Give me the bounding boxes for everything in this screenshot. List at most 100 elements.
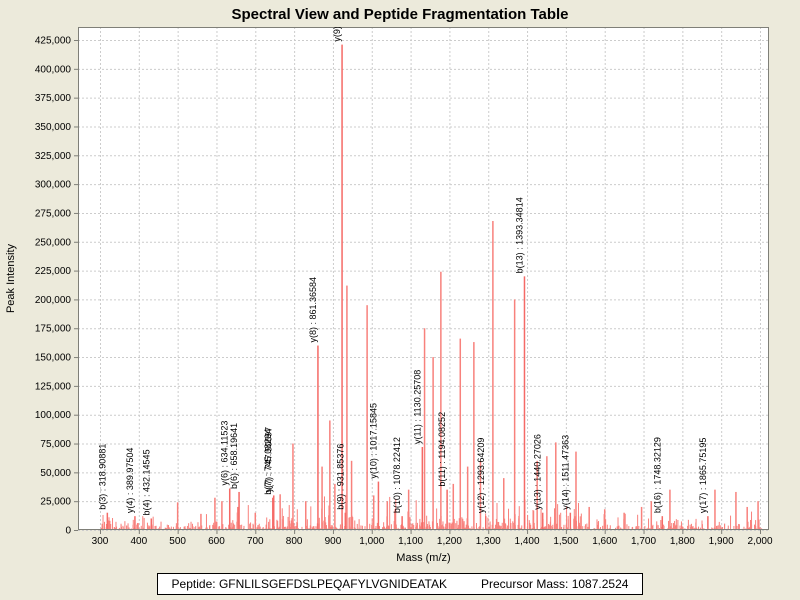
- spectrum-peak: [192, 526, 194, 530]
- spectrum-peak: [250, 522, 252, 530]
- spectrum-peak: [635, 526, 637, 530]
- spectrum-peak: [190, 521, 192, 530]
- peak-annotation: y(14) : 1511.47363: [560, 435, 570, 510]
- spectrum-peak: [668, 520, 670, 530]
- spectrum-peak: [383, 522, 385, 530]
- spectrum-peak: [102, 514, 104, 530]
- spectrum-chart[interactable]: 300 400 500 600 700 800 900 1,000 1,100 1,200 1,30…: [0, 0, 800, 566]
- spectrum-peak: [557, 504, 559, 530]
- spectrum-peak: [395, 499, 397, 530]
- spectrum-peak: [364, 526, 366, 530]
- spectrum-peak: [265, 524, 267, 530]
- spectrum-peak: [648, 518, 650, 530]
- spectrum-peak: [586, 523, 588, 530]
- peak-annotation: y(9) :: [332, 21, 342, 42]
- spectrum-peak: [221, 501, 223, 530]
- spectrum-peak: [249, 523, 251, 530]
- spectrum-peak: [166, 524, 168, 530]
- spectrum-peak: [421, 446, 424, 530]
- spectrum-peak: [268, 526, 270, 530]
- spectrum-peak: [146, 522, 148, 530]
- spectrum-peak: [361, 525, 363, 530]
- spectrum-peak: [310, 506, 312, 530]
- spectrum-peak: [532, 527, 534, 530]
- spectrum-peak: [738, 524, 740, 530]
- spectrum-peak: [423, 328, 426, 530]
- spectrum-peak: [415, 500, 417, 530]
- spectrum-peak: [436, 508, 438, 530]
- spectrum-peak: [582, 526, 584, 530]
- spectrum-peak: [575, 451, 577, 530]
- spectrum-peak: [412, 523, 414, 530]
- spectrum-peak: [640, 506, 643, 530]
- spectrum-peak: [680, 521, 682, 530]
- spectrum-peak: [605, 519, 607, 530]
- spectrum-peak: [321, 466, 323, 530]
- spectrum-peak: [108, 520, 111, 530]
- spectrum-peak: [479, 526, 481, 530]
- spectrum-peak: [197, 527, 199, 530]
- spectrum-peak: [285, 526, 287, 530]
- x-tick-label: 700: [247, 536, 264, 547]
- spectrum-peak: [403, 527, 405, 530]
- spectrum-peak: [401, 516, 403, 530]
- spectrum-peak: [682, 527, 684, 530]
- spectrum-peak: [458, 518, 460, 530]
- spectrum-peak: [176, 502, 179, 530]
- spectrum-peak: [656, 526, 657, 530]
- spectrum-peak: [609, 525, 611, 530]
- plot-area[interactable]: [78, 27, 769, 530]
- spectrum-peak: [521, 525, 523, 530]
- spectrum-peak: [637, 514, 639, 530]
- spectrum-peak: [332, 525, 334, 530]
- peak-annotation: y(7) : 747.50697: [264, 427, 274, 493]
- spectrum-peak: [168, 527, 170, 530]
- spectrum-peak: [751, 511, 753, 530]
- spectrum-peak: [513, 299, 516, 530]
- spectrum-peak: [266, 517, 268, 530]
- x-tick-label: 400: [130, 536, 147, 547]
- spectrum-peak: [532, 509, 534, 530]
- spectrum-peak: [451, 522, 453, 530]
- spectrum-peak: [452, 483, 455, 530]
- spectrum-peak: [148, 525, 150, 530]
- spectrum-peak: [276, 519, 278, 530]
- spectrum-peak: [616, 526, 618, 530]
- spectrum-peak: [699, 527, 701, 530]
- spectrum-peak: [550, 525, 552, 530]
- spectrum-peak: [214, 497, 216, 530]
- y-tick-label: 75,000: [40, 439, 71, 450]
- spectrum-peak: [567, 519, 569, 530]
- spectrum-peak: [527, 514, 529, 530]
- spectrum-peak: [360, 525, 362, 530]
- spectrum-peak: [126, 525, 128, 530]
- spectrum-peak: [305, 501, 307, 530]
- spectrum-peak: [578, 524, 580, 530]
- spectrum-peak: [550, 516, 552, 530]
- spectrum-peak: [206, 527, 208, 530]
- spectrum-peak: [216, 521, 218, 530]
- spectrum-peak: [707, 516, 709, 530]
- spectrum-peak: [213, 526, 215, 530]
- spectrum-peak: [390, 524, 392, 530]
- spectrum-peak: [101, 523, 103, 530]
- spectrum-peak: [650, 501, 653, 530]
- spectrum-peak: [520, 527, 522, 530]
- spectrum-peak: [112, 518, 114, 530]
- spectrum-peak: [618, 525, 620, 530]
- x-tick-label: 500: [169, 536, 186, 547]
- x-tick-label: 1,100: [398, 536, 423, 547]
- spectrum-peak: [439, 518, 441, 530]
- spectrum-peak: [107, 520, 109, 530]
- spectrum-peak: [425, 526, 427, 530]
- spectrum-peak: [755, 520, 757, 530]
- spectrum-peak: [675, 525, 677, 530]
- spectrum-peak: [195, 525, 197, 530]
- spectrum-peak: [453, 518, 455, 530]
- spectrum-peak: [512, 521, 514, 530]
- y-tick-label: 225,000: [35, 266, 72, 277]
- spectrum-peak: [272, 497, 274, 530]
- spectrum-peak: [289, 526, 291, 530]
- spectrum-peak: [465, 524, 467, 530]
- spectrum-peak: [473, 342, 475, 530]
